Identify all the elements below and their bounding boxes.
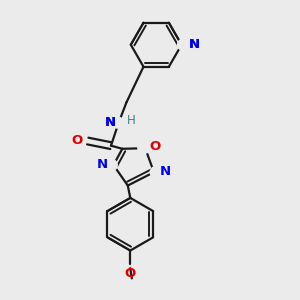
Text: N: N: [97, 158, 108, 171]
Text: N: N: [188, 38, 200, 51]
Circle shape: [150, 167, 161, 178]
Circle shape: [106, 160, 117, 171]
Text: N: N: [160, 165, 171, 178]
Text: N: N: [105, 116, 116, 129]
Text: O: O: [125, 267, 136, 280]
Text: H: H: [127, 114, 135, 128]
Circle shape: [112, 117, 123, 128]
Text: N: N: [105, 116, 116, 129]
Text: O: O: [71, 134, 82, 147]
Text: N: N: [188, 38, 200, 51]
Circle shape: [178, 39, 189, 50]
Circle shape: [138, 141, 150, 154]
Text: O: O: [149, 140, 161, 153]
